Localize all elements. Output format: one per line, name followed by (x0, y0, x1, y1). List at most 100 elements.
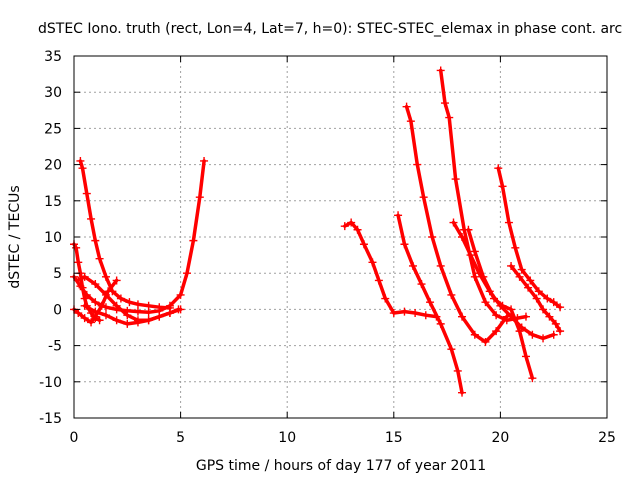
data-point (534, 287, 543, 296)
x-axis-label: GPS time / hours of day 177 of year 2011 (196, 458, 486, 474)
data-point (91, 298, 100, 307)
series-line (82, 304, 183, 326)
data-point (470, 272, 479, 281)
series-line (496, 166, 562, 309)
data-point (447, 345, 456, 354)
data-point (95, 254, 104, 263)
data-point (436, 66, 445, 75)
series-arc-8 (394, 211, 467, 397)
data-point (498, 182, 507, 191)
data-point (458, 233, 467, 241)
data-point (91, 280, 100, 289)
data-point (359, 240, 368, 249)
data-point (133, 307, 142, 316)
data-point (112, 316, 121, 325)
axes-ticks: 0 5 10 15 20 25 -15 -10 -5 0 5 10 15 20 25 30 35 (39, 49, 616, 446)
x-tick-label: 0 (70, 430, 79, 446)
data-point (95, 316, 104, 325)
data-point (521, 352, 530, 361)
data-point (498, 301, 507, 310)
data-point (101, 303, 110, 312)
data-point (507, 305, 516, 314)
data-point (340, 222, 349, 231)
y-axis-label: dSTEC / TECUs (7, 185, 23, 288)
data-point (436, 319, 445, 328)
data-point (123, 319, 132, 328)
series-arc-9 (402, 102, 511, 346)
data-point (481, 337, 490, 346)
data-point (549, 330, 558, 339)
data-point (112, 276, 121, 285)
series-line (72, 159, 206, 315)
data-point (428, 233, 437, 241)
data-point (451, 175, 460, 184)
series-line (404, 104, 509, 344)
data-point (108, 287, 117, 296)
y-tick-label: 0 (53, 302, 62, 318)
data-point (82, 189, 91, 198)
x-tick-label: 15 (385, 430, 403, 446)
data-point (545, 312, 554, 321)
data-point (195, 193, 204, 202)
data-point (80, 272, 89, 281)
data-point (80, 301, 89, 310)
data-point (347, 218, 356, 227)
data-point (144, 301, 153, 310)
data-point (74, 309, 83, 318)
data-point (481, 298, 490, 307)
data-point (389, 309, 398, 318)
series-line (72, 242, 102, 323)
data-point (515, 327, 524, 336)
data-point (144, 316, 153, 325)
data-point (91, 236, 100, 245)
series-arc-13 (494, 164, 565, 312)
x-tick-label: 5 (176, 430, 185, 446)
data-point (492, 327, 501, 336)
data-point (74, 258, 83, 267)
data-point (353, 225, 362, 234)
data-point (74, 276, 83, 285)
series-arc-4 (76, 156, 174, 312)
data-point (189, 236, 198, 245)
data-point (507, 261, 516, 270)
data-point (413, 160, 422, 169)
data-point (464, 225, 473, 234)
series-arc-14 (507, 261, 565, 336)
data-point (502, 316, 511, 325)
data-point (133, 318, 142, 327)
data-point (112, 301, 121, 310)
data-point (494, 164, 503, 173)
grid (74, 56, 607, 418)
data-point (406, 117, 415, 126)
data-point (447, 290, 456, 299)
data-point (394, 211, 403, 220)
y-tick-label: -5 (48, 339, 62, 355)
series-arc-12 (464, 225, 537, 383)
data-point (116, 294, 125, 303)
series-line (509, 264, 562, 333)
data-point (445, 113, 454, 122)
data-point (381, 294, 390, 303)
data-point (470, 330, 479, 339)
y-tick-label: -10 (39, 375, 62, 391)
data-point (408, 261, 417, 270)
data-point (78, 164, 87, 173)
data-point (78, 283, 87, 292)
data-point (421, 311, 430, 320)
data-point (72, 243, 81, 252)
data-point (539, 305, 548, 314)
data-point (165, 309, 174, 318)
data-point (532, 294, 541, 303)
data-point (76, 156, 85, 165)
data-point (492, 311, 501, 320)
y-tick-label: 35 (44, 49, 62, 65)
data-point (458, 312, 467, 321)
data-point (123, 311, 132, 320)
data-point (517, 265, 526, 274)
data-point (87, 318, 96, 327)
data-point (526, 276, 535, 285)
x-tick-label: 25 (598, 430, 616, 446)
y-tick-label: -15 (39, 411, 62, 427)
